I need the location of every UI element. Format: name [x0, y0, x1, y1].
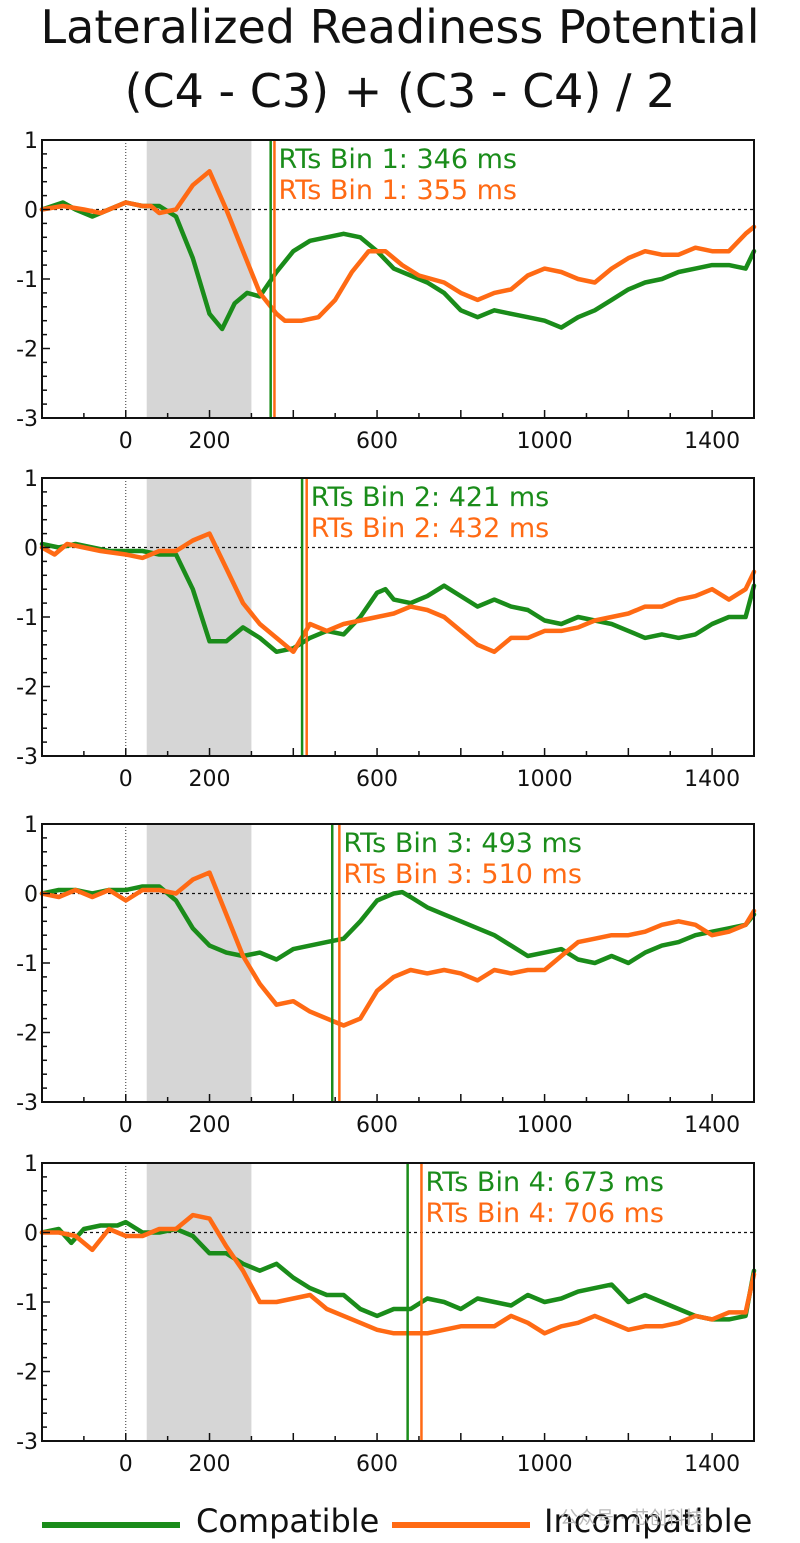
- x-tick-label: 1000: [517, 1113, 573, 1138]
- x-tick-label: 0: [119, 1113, 133, 1138]
- series-incompatible-line: [39, 169, 757, 323]
- y-tick-label: 0: [24, 199, 38, 224]
- legend: Compatible Incompatible: [0, 1498, 800, 1543]
- x-tick-label: 600: [356, 1452, 398, 1477]
- x-tick-label: 200: [189, 1452, 231, 1477]
- chart-title: Lateralized Readiness Potential: [40, 0, 760, 54]
- y-tick-label: -2: [16, 1022, 38, 1047]
- y-tick-label: 0: [24, 1222, 38, 1247]
- series-incompatible-line: [39, 531, 757, 655]
- x-tick-label: 0: [119, 1452, 133, 1477]
- x-tick-label: 1000: [517, 429, 573, 454]
- y-tick-label: 1: [24, 129, 38, 154]
- series-compatible-line: [39, 541, 757, 655]
- y-tick-label: -2: [16, 338, 38, 363]
- x-tick-label: 600: [356, 429, 398, 454]
- x-tick-label: 1400: [684, 1452, 740, 1477]
- x-tick-label: 1000: [517, 767, 573, 792]
- x-tick-label: 0: [119, 429, 133, 454]
- watermark: 公众号 · 芯创科技: [560, 1508, 704, 1529]
- y-tick-label: 1: [24, 467, 38, 492]
- series-incompatible-line: [39, 1212, 757, 1336]
- y-tick-label: -3: [16, 745, 38, 770]
- y-tick-label: -2: [16, 1361, 38, 1386]
- y-tick-label: -1: [16, 952, 38, 977]
- shaded-interval: [146, 1163, 252, 1441]
- x-tick-label: 200: [189, 767, 231, 792]
- x-tick-label: 200: [189, 1113, 231, 1138]
- y-tick-label: -3: [16, 1430, 38, 1455]
- legend-compatible-label: Compatible: [196, 1502, 380, 1540]
- y-tick-label: -1: [16, 1291, 38, 1316]
- legend-compatible-swatch: [42, 1522, 180, 1528]
- x-tick-label: 0: [119, 767, 133, 792]
- x-tick-label: 1400: [684, 429, 740, 454]
- rt-compatible-label: RTs Bin 3: 493 ms: [343, 828, 582, 859]
- series-incompatible-line: [39, 870, 757, 1028]
- y-tick-label: -1: [16, 606, 38, 631]
- rt-compatible-label: RTs Bin 1: 346 ms: [278, 144, 517, 175]
- rt-compatible-label: RTs Bin 4: 673 ms: [425, 1167, 664, 1198]
- rt-incompatible-label: RTs Bin 4: 706 ms: [425, 1198, 664, 1229]
- y-tick-label: -3: [16, 1091, 38, 1116]
- x-tick-label: 1400: [684, 767, 740, 792]
- y-tick-label: 0: [24, 883, 38, 908]
- y-tick-label: 0: [24, 537, 38, 562]
- chart-subtitle: (C4 - C3) + (C3 - C4) / 2: [124, 64, 676, 118]
- y-tick-label: -1: [16, 268, 38, 293]
- x-tick-label: 600: [356, 767, 398, 792]
- x-tick-label: 1400: [684, 1113, 740, 1138]
- shaded-interval: [146, 478, 252, 756]
- x-tick-label: 1000: [517, 1452, 573, 1477]
- legend-incompatible-swatch: [392, 1522, 530, 1528]
- x-tick-label: 200: [189, 429, 231, 454]
- y-tick-label: 1: [24, 813, 38, 838]
- series-compatible-line: [39, 200, 757, 332]
- rt-incompatible-label: RTs Bin 3: 510 ms: [343, 859, 582, 890]
- legend-incompatible-label: Incompatible: [544, 1502, 753, 1540]
- rt-compatible-label: RTs Bin 2: 421 ms: [311, 482, 550, 513]
- rt-incompatible-label: RTs Bin 2: 432 ms: [311, 513, 550, 544]
- x-tick-label: 600: [356, 1113, 398, 1138]
- shaded-interval: [146, 824, 252, 1102]
- y-tick-label: 1: [24, 1152, 38, 1177]
- y-tick-label: -2: [16, 676, 38, 701]
- y-tick-label: -3: [16, 407, 38, 432]
- rt-incompatible-label: RTs Bin 1: 355 ms: [278, 175, 517, 206]
